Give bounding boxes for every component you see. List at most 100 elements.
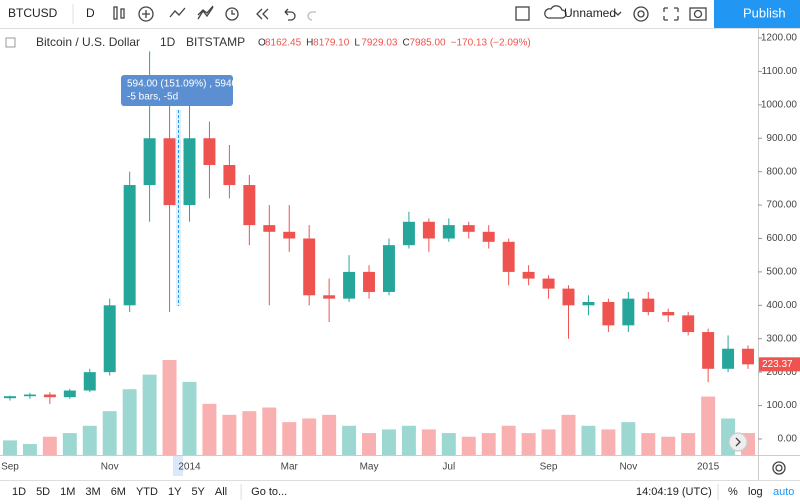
- ohlc-value: 8179.10: [313, 38, 350, 49]
- auto-toggle[interactable]: auto: [773, 486, 794, 498]
- goto-button[interactable]: Go to...: [251, 486, 287, 498]
- x-tick-label: Nov: [101, 462, 119, 473]
- volume-bar: [302, 418, 317, 455]
- volume-bar: [541, 429, 556, 455]
- toolbar-icons[interactable]: [113, 5, 707, 22]
- candle-body: [382, 245, 395, 292]
- series-exchange: BITSTAMP: [186, 35, 245, 49]
- x-tick-label: Mar: [281, 462, 299, 473]
- time-axis-bg: [0, 455, 758, 480]
- volume-bar: [222, 414, 237, 455]
- range-button[interactable]: YTD: [136, 486, 158, 498]
- change: −170.13 (−2.09%): [451, 38, 531, 49]
- volume-bar: [521, 433, 536, 455]
- volume-bar: [362, 433, 377, 455]
- scroll-button[interactable]: [728, 432, 748, 452]
- volume-bar: [661, 436, 676, 455]
- candle-body: [642, 298, 655, 312]
- candle-body: [582, 301, 595, 306]
- y-tick-label: 100.00: [766, 400, 797, 411]
- volume-bar: [202, 403, 217, 455]
- x-tick-label: Sep: [1, 462, 19, 473]
- range-button[interactable]: 6M: [111, 486, 126, 498]
- toolbar-bg: [0, 0, 800, 28]
- y-tick-label: 0.00: [778, 434, 798, 445]
- candle-body: [103, 305, 116, 373]
- last-price-tag: [759, 357, 800, 372]
- toolbar: BTCUSD D Unnamed Publish: [0, 0, 800, 29]
- candle-body: [323, 295, 336, 299]
- volume-bar: [621, 422, 636, 455]
- range-button[interactable]: 1Y: [168, 486, 182, 498]
- candle-body: [682, 315, 695, 333]
- volume-bar: [461, 436, 476, 455]
- range-button[interactable]: All: [215, 486, 227, 498]
- volume-bar: [421, 429, 436, 455]
- candle-body: [722, 348, 735, 369]
- range-button[interactable]: 5Y: [191, 486, 205, 498]
- candle-body: [203, 138, 216, 165]
- y-tick-label: 600.00: [766, 233, 797, 244]
- volume-bar: [82, 425, 97, 455]
- bottom-bar: 1D 5D 1M 3M 6M YTD 1Y 5Y All Go to... 14:04:19 (UT…: [12, 484, 794, 500]
- volume-bar: [22, 444, 37, 455]
- candle-body: [23, 394, 36, 397]
- candle-body: [742, 348, 755, 365]
- candle-body: [522, 271, 535, 279]
- measure-text: -5 bars, -5d: [127, 92, 178, 103]
- candle-body: [143, 138, 156, 186]
- candle-body: [502, 241, 515, 272]
- candle-body: [263, 225, 276, 232]
- y-tick-label: 800.00: [766, 166, 797, 177]
- volume-bar: [561, 414, 576, 455]
- candle-body: [462, 225, 475, 232]
- publish-button[interactable]: [714, 0, 800, 28]
- candle-body: [63, 390, 76, 398]
- candle-body: [562, 288, 575, 306]
- volume-bar: [262, 407, 277, 455]
- x-tick-label: Sep: [540, 462, 558, 473]
- candle-body: [223, 164, 236, 186]
- volume-bar: [501, 425, 516, 455]
- volume-bar: [182, 381, 197, 455]
- volume-bar: [641, 433, 656, 455]
- interval-button[interactable]: D: [86, 6, 95, 20]
- volume-bar: [62, 433, 77, 455]
- volume-bar: [242, 411, 257, 455]
- ohlc-key: H: [306, 38, 313, 49]
- x-tick-label: May: [360, 462, 379, 473]
- percent-toggle[interactable]: %: [728, 486, 738, 498]
- range-button[interactable]: 5D: [36, 486, 50, 498]
- candle-body: [303, 238, 316, 296]
- layout-name[interactable]: Unnamed: [564, 6, 616, 20]
- settings-icon[interactable]: [772, 461, 786, 475]
- y-tick-label: 1200.00: [761, 33, 798, 44]
- clock: 14:04:19 (UTC): [636, 486, 712, 498]
- x-tick-label: Nov: [619, 462, 637, 473]
- candle-body: [662, 311, 675, 316]
- collapse-icon[interactable]: [5, 37, 16, 48]
- range-button[interactable]: 3M: [85, 486, 100, 498]
- y-tick-label: 900.00: [766, 133, 797, 144]
- candle-body: [243, 185, 256, 226]
- candle-body: [542, 278, 555, 289]
- range-button[interactable]: 1D: [12, 486, 26, 498]
- log-toggle[interactable]: log: [748, 486, 763, 498]
- y-tick-label: 400.00: [766, 300, 797, 311]
- measure-text: 594.00 (151.09%) , 59400: [127, 79, 243, 90]
- symbol[interactable]: BTCUSD: [8, 6, 58, 20]
- candle-body: [43, 394, 56, 398]
- candle-body: [163, 138, 176, 206]
- volume-bar: [2, 440, 17, 455]
- publish-label[interactable]: Publish: [743, 5, 786, 20]
- series-interval: 1D: [160, 35, 176, 49]
- candle-body: [422, 221, 435, 239]
- ohlc-value: 8162.45: [265, 38, 302, 49]
- volume-bar: [601, 429, 616, 455]
- volume-bar: [381, 429, 396, 455]
- x-tick-label: Jul: [442, 462, 455, 473]
- volume-bar: [342, 425, 357, 455]
- range-button[interactable]: 1M: [60, 486, 75, 498]
